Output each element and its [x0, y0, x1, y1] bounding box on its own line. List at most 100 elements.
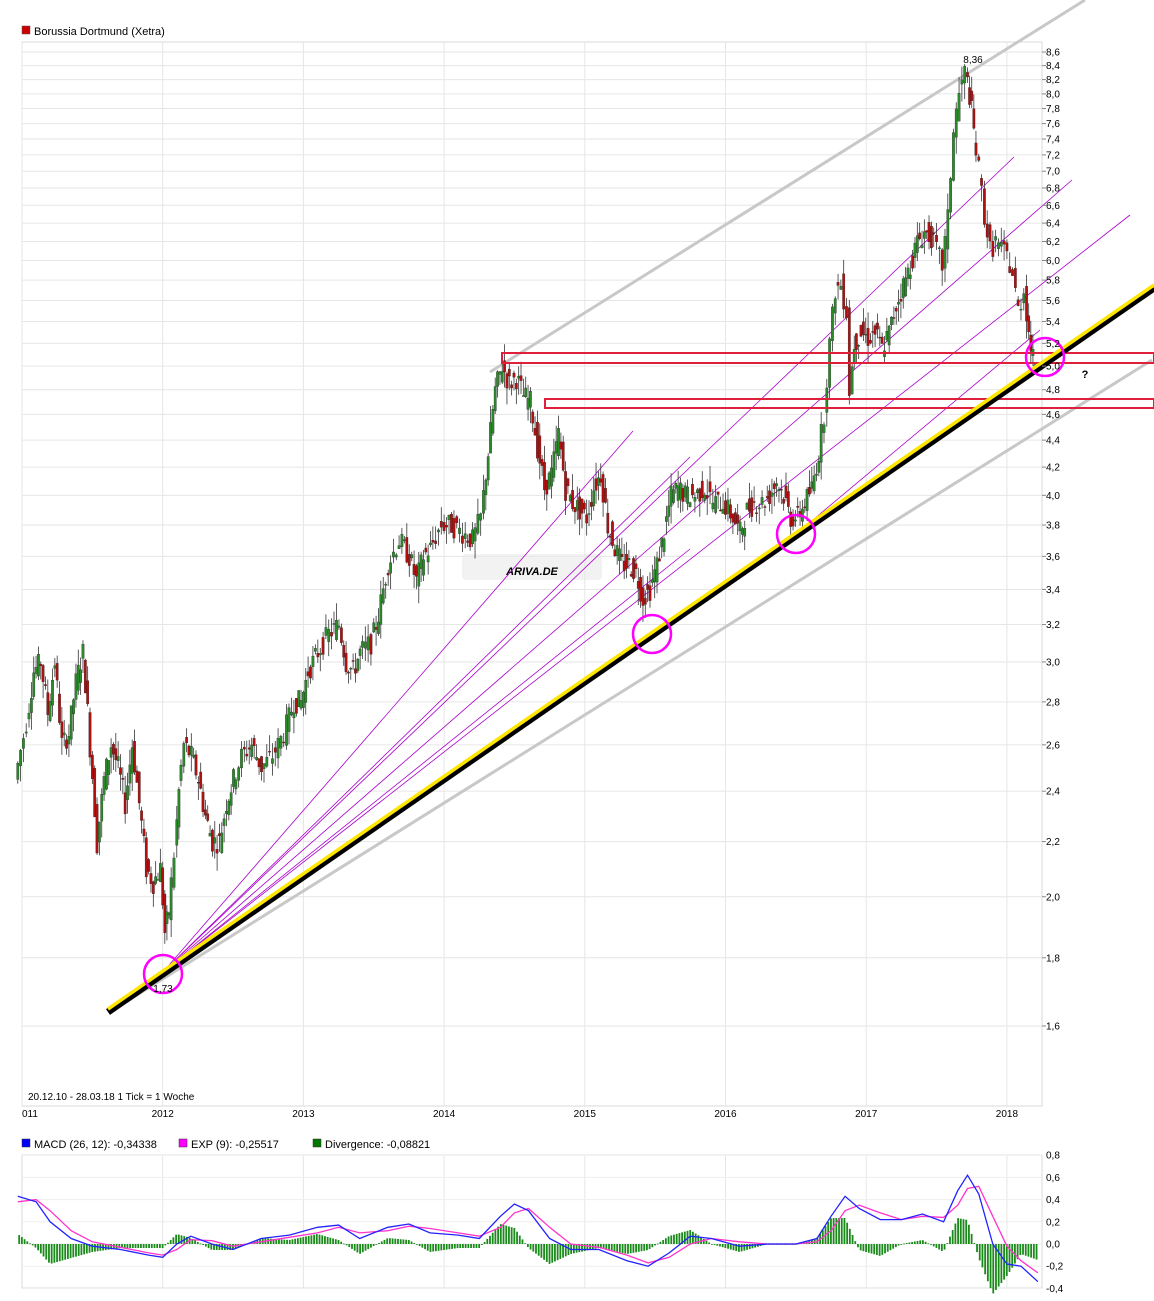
- candle-body: [517, 376, 521, 379]
- candle-body: [114, 748, 118, 761]
- candle-body: [337, 625, 341, 628]
- divergence-bar: [554, 1244, 556, 1262]
- candle-body: [318, 653, 322, 656]
- divergence-bar: [380, 1241, 383, 1244]
- divergence-bar: [61, 1244, 64, 1261]
- candle-body: [920, 244, 924, 249]
- candle-body: [349, 668, 353, 670]
- divergence-bar: [1030, 1244, 1033, 1258]
- candle-body: [30, 698, 33, 713]
- candle-body: [311, 655, 315, 667]
- candle-body: [46, 692, 50, 715]
- candle-body: [149, 873, 153, 884]
- resistance-zones: [501, 352, 1154, 409]
- candle-body: [292, 712, 296, 719]
- divergence-bar: [386, 1238, 389, 1244]
- macd-y-tick-label: 0,2: [1046, 1217, 1060, 1228]
- candle-body: [601, 474, 605, 503]
- divergence-bar: [137, 1244, 140, 1248]
- candle-body: [109, 747, 113, 758]
- candle-body: [653, 569, 657, 583]
- divergence-bar: [126, 1244, 129, 1248]
- divergence-bar: [648, 1244, 651, 1249]
- candle-body: [505, 373, 509, 389]
- divergence-bar: [53, 1244, 56, 1263]
- divergence-bar: [148, 1244, 150, 1248]
- candle-body: [213, 837, 217, 844]
- candle-body: [194, 754, 198, 776]
- divergence-bar: [916, 1240, 919, 1244]
- candle-body: [439, 521, 443, 528]
- candle-body: [543, 462, 546, 491]
- candle-body: [815, 473, 818, 476]
- divergence-bar: [340, 1241, 343, 1244]
- divergence-bar: [169, 1240, 172, 1244]
- divergence-bar: [475, 1244, 478, 1248]
- candle-body: [445, 525, 448, 528]
- candle-body: [88, 712, 92, 758]
- candle-body: [295, 698, 298, 714]
- candle-body: [578, 496, 581, 520]
- candle-body: [615, 545, 619, 556]
- divergence-bar: [846, 1222, 849, 1244]
- divergence-bar: [865, 1244, 867, 1252]
- candle-body: [369, 634, 373, 655]
- divergence-bar: [72, 1244, 75, 1258]
- divergence-bar: [20, 1237, 23, 1244]
- candle-body: [299, 700, 303, 709]
- divergence-bar: [207, 1244, 210, 1249]
- divergence-bar: [981, 1244, 984, 1268]
- divergence-bar: [324, 1236, 326, 1244]
- candle-body: [41, 665, 45, 682]
- divergence-bar: [870, 1244, 873, 1254]
- candle-body: [512, 372, 516, 378]
- divergence-bar: [416, 1244, 418, 1245]
- candle-body: [890, 316, 893, 326]
- candle-body: [954, 108, 958, 138]
- candle-body: [726, 499, 730, 514]
- divergence-bar: [378, 1242, 380, 1244]
- watermark: ARIVA.DE: [462, 554, 602, 580]
- candle-body: [703, 494, 707, 501]
- candle-body: [932, 232, 936, 234]
- candle-body: [37, 653, 40, 677]
- divergence-bar: [640, 1244, 643, 1252]
- divergence-bar: [332, 1238, 334, 1244]
- candle-body: [245, 753, 249, 757]
- candle-body: [925, 230, 929, 233]
- candle-body: [1005, 242, 1009, 252]
- candle-body: [67, 736, 71, 745]
- candle-body: [392, 551, 395, 558]
- candle-body: [130, 747, 134, 774]
- divergence-bar: [204, 1244, 207, 1247]
- candle-body: [466, 540, 470, 543]
- divergence-bar: [278, 1239, 280, 1244]
- divergence-bar: [729, 1244, 732, 1250]
- candle-body: [755, 512, 758, 514]
- divergence-bar: [394, 1238, 397, 1244]
- divergence-bar: [215, 1244, 218, 1250]
- y-tick-label: 6,8: [1046, 184, 1060, 195]
- candle-body: [1008, 266, 1012, 273]
- candle-body: [324, 627, 328, 636]
- divergence-bar: [545, 1244, 548, 1262]
- y-tick-label: 8,2: [1046, 75, 1060, 86]
- chart-legends: Borussia Dortmund (Xetra) MACD (26, 12): …: [21, 25, 430, 1151]
- candle-body: [719, 509, 722, 512]
- divergence-bar: [194, 1240, 196, 1244]
- divergence-bar: [675, 1233, 678, 1244]
- candle-body: [309, 666, 312, 679]
- candle-body: [885, 331, 889, 340]
- divergence-bar: [946, 1243, 949, 1244]
- candle-body: [915, 235, 919, 253]
- divergence-bar: [508, 1226, 510, 1244]
- divergence-bar: [694, 1233, 697, 1244]
- candle-body: [594, 478, 598, 491]
- candle-body: [768, 490, 771, 504]
- fan-line: [162, 156, 1015, 973]
- fan-lines: [162, 156, 1131, 973]
- divergence-bar: [713, 1244, 716, 1245]
- macd-y-tick-label: -0,4: [1046, 1284, 1064, 1295]
- candle-body: [714, 496, 718, 513]
- candle-body: [721, 508, 725, 514]
